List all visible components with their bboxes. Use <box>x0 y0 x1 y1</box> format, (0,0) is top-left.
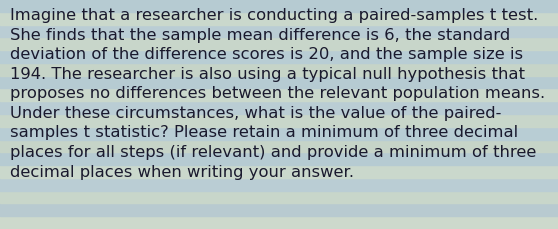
Bar <box>0 178 558 191</box>
Bar <box>0 13 558 25</box>
Bar <box>0 25 558 38</box>
Bar <box>0 64 558 76</box>
Bar <box>0 89 558 102</box>
Bar <box>0 216 558 229</box>
Bar <box>0 0 558 13</box>
Bar <box>0 165 558 178</box>
Bar <box>0 140 558 153</box>
Bar <box>0 191 558 204</box>
Bar <box>0 102 558 114</box>
Bar <box>0 204 558 216</box>
Bar <box>0 76 558 89</box>
Bar <box>0 153 558 165</box>
Bar <box>0 38 558 51</box>
Bar <box>0 127 558 140</box>
Text: Imagine that a researcher is conducting a paired-samples t test.
She finds that : Imagine that a researcher is conducting … <box>10 8 545 179</box>
Bar <box>0 51 558 64</box>
Bar <box>0 114 558 127</box>
